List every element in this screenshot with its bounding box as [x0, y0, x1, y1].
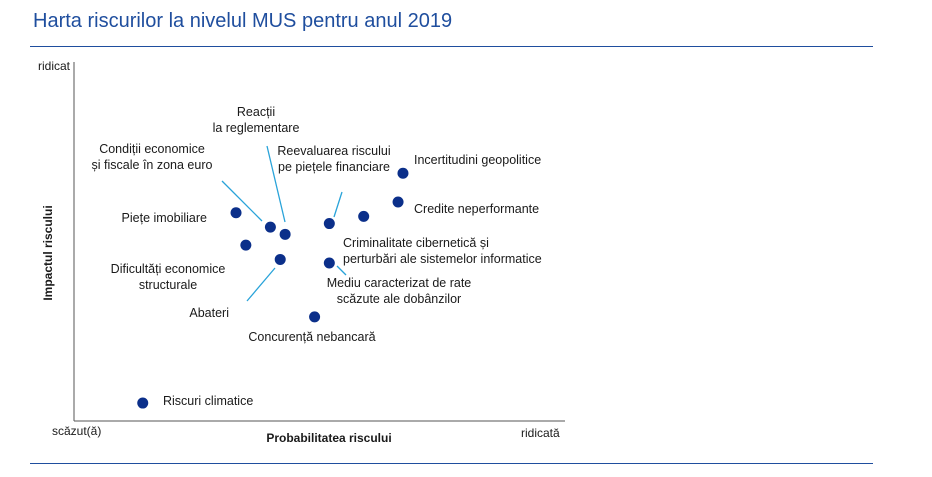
data-point	[323, 218, 335, 230]
leader-line	[246, 267, 276, 302]
point-label: Reevaluarea riscului pe piețele financiar…	[277, 144, 390, 174]
point-label: Concurență nebancară	[248, 330, 375, 344]
y-axis-title: Impactul riscului	[41, 205, 55, 300]
x-low-label: scăzut(ă)	[52, 424, 101, 438]
data-point	[274, 253, 286, 265]
point-label-line: scăzute ale dobânzilor	[337, 292, 461, 306]
point-label: Dificultăți economice structurale	[111, 262, 226, 292]
point-label: Condiții economice și fiscale în zona eur…	[92, 142, 213, 172]
leader-line	[266, 145, 286, 223]
top-divider	[30, 46, 873, 47]
data-point	[264, 221, 276, 233]
chart-title: Harta riscurilor la nivelul MUS pentru a…	[33, 10, 453, 32]
data-point	[358, 210, 370, 222]
data-point	[279, 228, 291, 240]
point-label: Mediu caracterizat de rate scăzute ale do…	[327, 276, 472, 306]
point-label-line: și fiscale în zona euro	[92, 158, 213, 172]
leader-line	[221, 180, 263, 222]
data-point	[137, 397, 149, 409]
point-label: Abateri	[189, 306, 229, 320]
point-label-line: Abateri	[189, 306, 229, 320]
y-high-label: ridicat	[38, 59, 71, 73]
leader-line	[336, 265, 347, 276]
point-label: Incertitudini geopolitice	[414, 153, 541, 167]
point-label: Credite neperformante	[414, 202, 539, 216]
point-label-line: Criminalitate cibernetică și	[343, 236, 489, 250]
point-label-line: Condiții economice	[99, 142, 205, 156]
point-label: Reacții la reglementare	[213, 105, 300, 135]
point-label: Criminalitate cibernetică și perturbări a…	[343, 236, 542, 266]
leader-line	[333, 191, 343, 218]
point-label-line: perturbări ale sistemelor informatice	[343, 252, 542, 266]
x-high-label: ridicată	[521, 426, 560, 440]
point-label-line: structurale	[139, 278, 197, 292]
point-label-line: Piețe imobiliare	[122, 211, 208, 225]
point-label-line: Reacții	[237, 105, 275, 119]
data-point	[397, 167, 409, 179]
point-label: Riscuri climatice	[163, 394, 253, 408]
data-point	[323, 257, 335, 269]
point-label-line: Reevaluarea riscului	[277, 144, 390, 158]
point-label-line: Credite neperformante	[414, 202, 539, 216]
data-point	[230, 207, 242, 219]
data-point	[309, 311, 321, 323]
point-label: Piețe imobiliare	[122, 211, 208, 225]
point-label-line: Incertitudini geopolitice	[414, 153, 541, 167]
point-label-line: la reglementare	[213, 121, 300, 135]
data-point	[392, 196, 404, 208]
point-label-line: Dificultăți economice	[111, 262, 226, 276]
point-label-line: Riscuri climatice	[163, 394, 253, 408]
bottom-divider	[30, 463, 873, 464]
data-point	[240, 239, 252, 251]
point-label-line: Mediu caracterizat de rate	[327, 276, 472, 290]
point-label-line: Concurență nebancară	[248, 330, 375, 344]
point-label-line: pe piețele financiare	[278, 160, 390, 174]
x-axis-title: Probabilitatea riscului	[266, 431, 391, 445]
